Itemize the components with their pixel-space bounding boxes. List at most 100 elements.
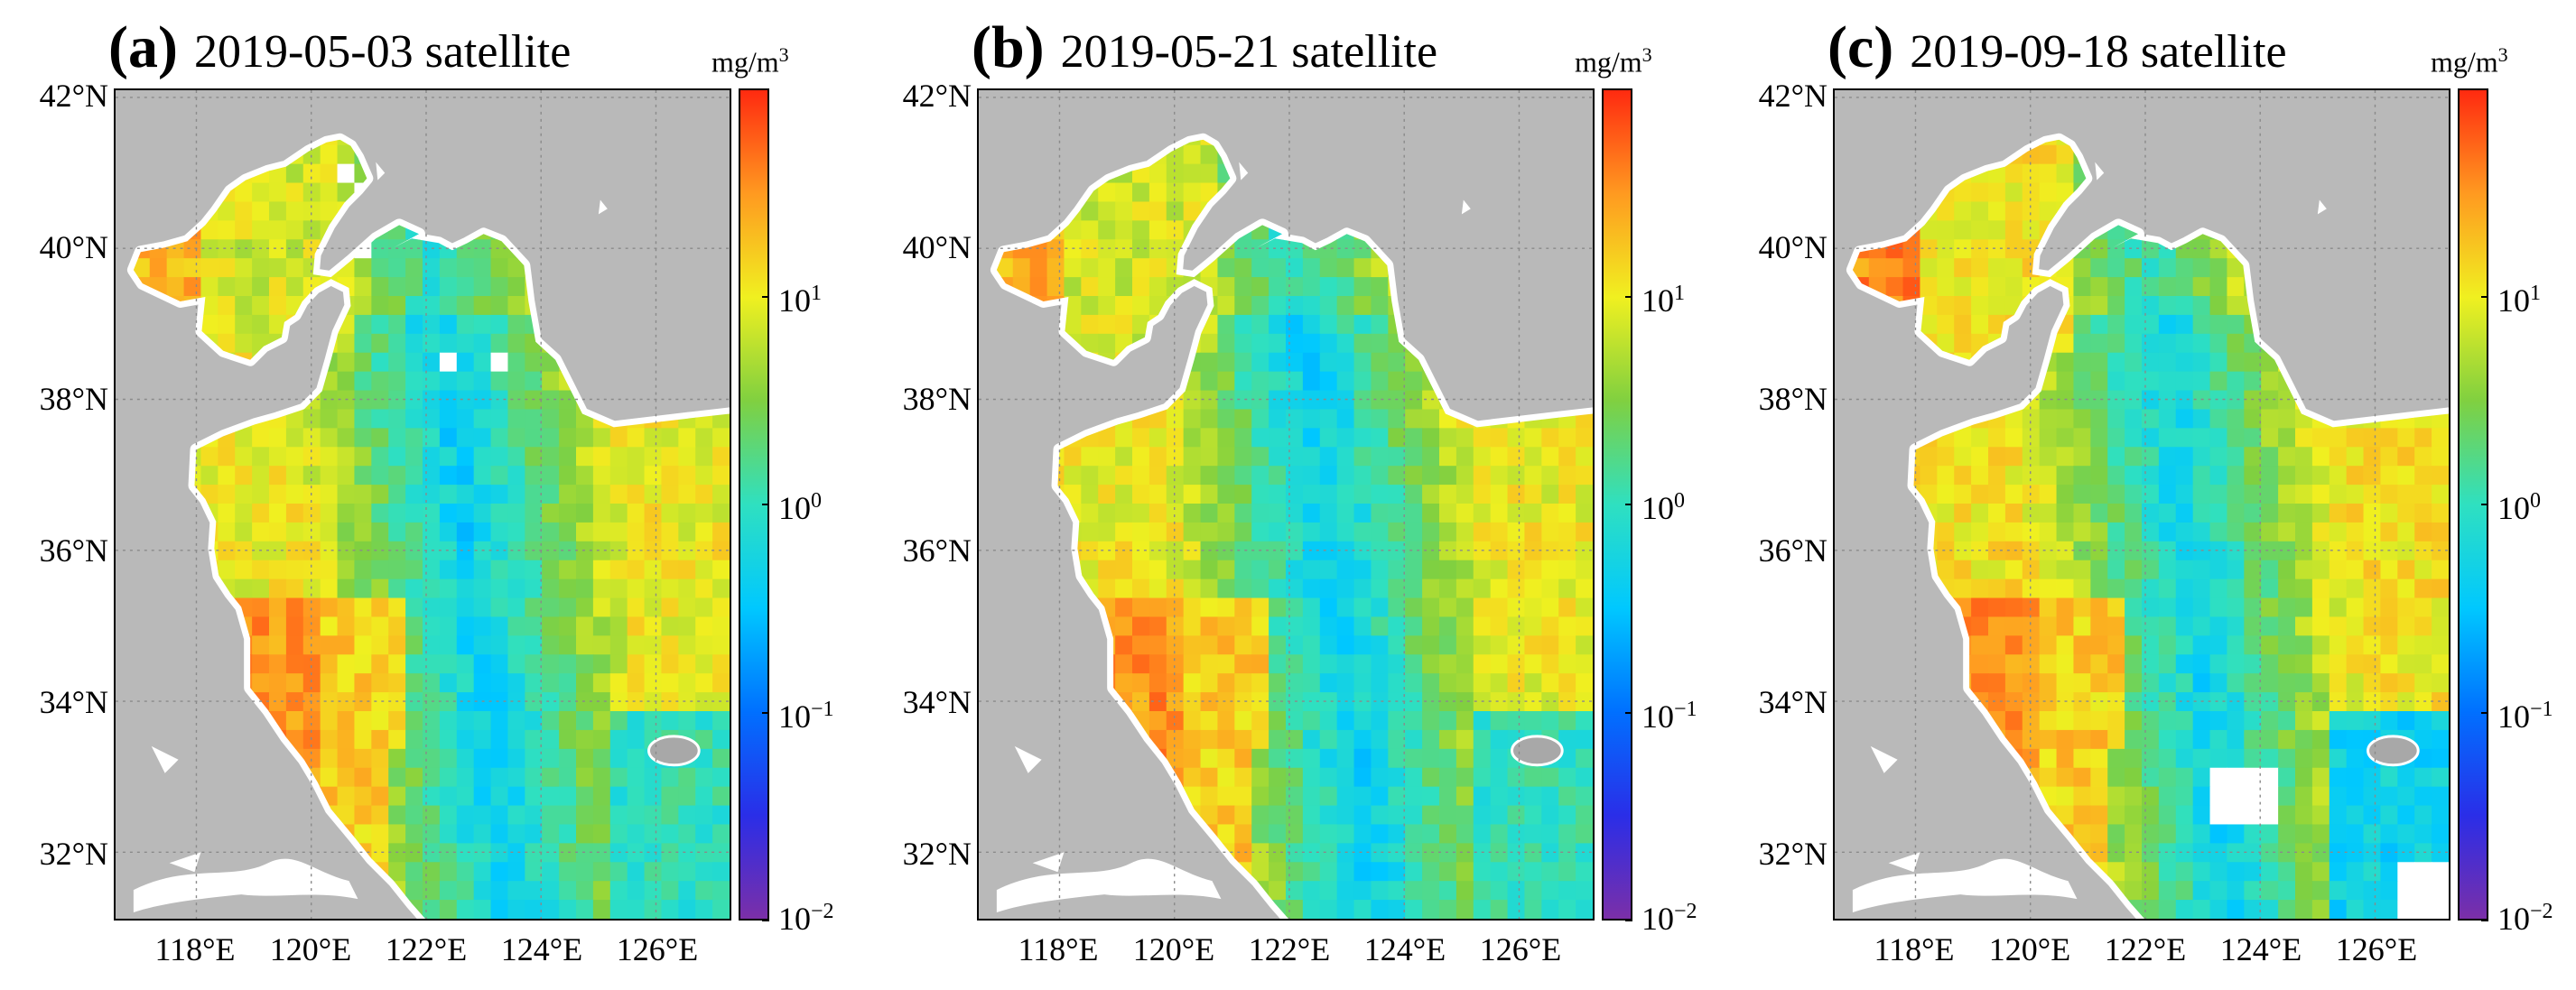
longitude-tick-label: 124°E	[1363, 931, 1446, 967]
chlorophyll-map	[1835, 90, 2449, 919]
longitude-tick-label: 122°E	[2104, 931, 2187, 967]
panel-title-b: (b) 2019-05-21 satellite	[972, 18, 1437, 78]
unit-exponent: 3	[2497, 43, 2508, 66]
islet	[1239, 162, 1249, 180]
longitude-tick-label: 118°E	[1018, 931, 1099, 967]
latitude-tick-label: 32°N	[1758, 836, 1827, 872]
panel-letter: (a)	[108, 14, 178, 80]
tick-exponent: −1	[2530, 697, 2553, 721]
chlorophyll-map	[979, 90, 1593, 919]
unit-base: mg/m	[711, 45, 779, 79]
latitude-tick-label: 40°N	[902, 229, 972, 265]
map-frame	[114, 88, 731, 921]
colorbar-unit-label: mg/m3	[1575, 43, 1652, 79]
islet	[598, 199, 608, 215]
colorbar-tick-mark	[1625, 295, 1632, 298]
latitude-tick-label: 42°N	[1758, 78, 1827, 114]
chlorophyll-map	[116, 90, 730, 919]
graticule	[979, 90, 1593, 919]
colorbar-unit-label: mg/m3	[711, 43, 789, 79]
panel-letter: (b)	[972, 14, 1045, 80]
unit-exponent: 3	[1641, 43, 1652, 66]
tick-exponent: 1	[811, 281, 822, 305]
colorbar-tick-label: 10−1	[778, 699, 834, 733]
latitude-tick-label: 38°N	[902, 381, 972, 417]
latitude-tick-label: 40°N	[1758, 229, 1827, 265]
tick-base: 10	[2497, 901, 2530, 937]
colorbar-tick-label: 101	[2497, 282, 2541, 317]
panel-title-c: (c) 2019-09-18 satellite	[1827, 18, 2287, 78]
tick-base: 10	[2497, 282, 2530, 319]
longitude-tick-label: 120°E	[1988, 931, 2071, 967]
colorbar-tick-label: 100	[1641, 490, 1685, 524]
latitude-tick-label: 34°N	[39, 684, 108, 720]
colorbar-tick-mark	[2481, 504, 2488, 505]
tick-base: 10	[2497, 490, 2530, 526]
tick-exponent: 0	[1674, 489, 1685, 513]
latitude-tick-label: 42°N	[39, 78, 108, 114]
latitude-tick-label: 42°N	[902, 78, 972, 114]
colorbar-tick-label: 10−1	[1641, 699, 1697, 733]
colorbar-tick-mark	[1625, 504, 1632, 505]
colorbar-tick-label: 101	[1641, 282, 1685, 317]
longitude-tick-label: 120°E	[269, 931, 352, 967]
colorbar-tick-mark	[1625, 711, 1632, 714]
panel-date: 2019-05-21 satellite	[1060, 26, 1438, 78]
tick-exponent: 1	[1674, 281, 1685, 305]
longitude-tick-label: 124°E	[500, 931, 583, 967]
panel-title-a: (a) 2019-05-03 satellite	[108, 18, 571, 78]
colorbar-tick-label: 10−2	[778, 901, 834, 935]
latitude-tick-label: 38°N	[39, 381, 108, 417]
tick-base: 10	[778, 282, 811, 319]
colorbar-unit-label: mg/m3	[2431, 43, 2508, 79]
inland-water	[1888, 852, 1920, 873]
tick-base: 10	[1641, 490, 1674, 526]
map-panel-c: (c) 2019-09-18 satellite mg/m3 42°N 40°N 38°…	[1719, 0, 2576, 990]
colorbar-tick-label: 101	[778, 282, 822, 317]
colorbar-tick-mark	[2481, 711, 2488, 714]
map-panel-b: (b) 2019-05-21 satellite mg/m3 42°N 40°N 38°…	[863, 0, 1730, 990]
colorbar-tick-mark	[762, 711, 769, 714]
longitude-tick-label: 126°E	[2335, 931, 2418, 967]
yangtze-estuary	[133, 858, 358, 913]
tick-base: 10	[778, 901, 811, 937]
tick-base: 10	[778, 698, 811, 735]
panel-date: 2019-09-18 satellite	[1910, 26, 2287, 78]
colorbar-tick-mark	[1625, 920, 1632, 921]
latitude-tick-label: 34°N	[902, 684, 972, 720]
tick-base: 10	[1641, 282, 1674, 319]
jeju-island	[2367, 735, 2420, 767]
tick-base: 10	[1641, 698, 1674, 735]
graticule	[116, 90, 730, 919]
yangtze-estuary	[996, 858, 1222, 913]
longitude-tick-label: 122°E	[1248, 931, 1331, 967]
chlorophyll-grid	[996, 139, 1593, 919]
latitude-tick-label: 32°N	[902, 836, 972, 872]
tick-exponent: 0	[811, 489, 822, 513]
islet	[2317, 199, 2327, 215]
unit-base: mg/m	[2431, 45, 2498, 79]
tick-exponent: −1	[1674, 697, 1697, 721]
colorbar-tick-label: 10−1	[2497, 699, 2553, 733]
colorbar-tick-mark	[2481, 920, 2488, 921]
islet	[376, 162, 386, 180]
tick-exponent: 0	[2530, 489, 2541, 513]
latitude-tick-label: 40°N	[39, 229, 108, 265]
inland-water	[169, 852, 201, 873]
islet	[2095, 162, 2105, 180]
inland-water	[1032, 852, 1065, 873]
chlorophyll-grid	[1852, 139, 2449, 919]
latitude-tick-label: 32°N	[39, 836, 108, 872]
latitude-tick-label: 36°N	[902, 532, 972, 569]
colorbar-tick-label: 100	[778, 490, 822, 524]
tick-exponent: −1	[811, 697, 834, 721]
tick-exponent: −2	[2530, 900, 2553, 923]
latitude-tick-label: 38°N	[1758, 381, 1827, 417]
inland-water	[1014, 745, 1042, 773]
islet	[1461, 199, 1471, 215]
colorbar-tick-label: 100	[2497, 490, 2541, 524]
panel-date: 2019-05-03 satellite	[193, 26, 572, 78]
unit-exponent: 3	[778, 43, 789, 66]
map-frame	[1833, 88, 2450, 921]
tick-base: 10	[778, 490, 811, 526]
